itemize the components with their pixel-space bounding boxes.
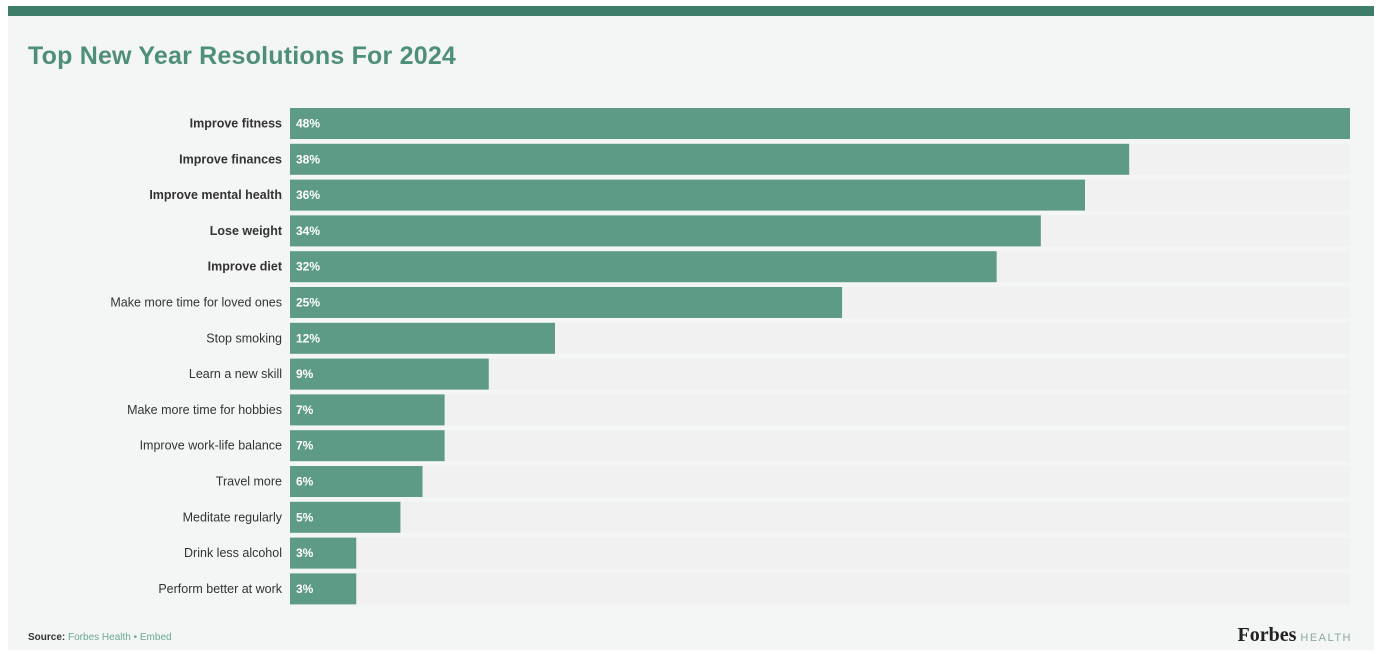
category-label: Drink less alcohol: [184, 546, 282, 560]
bar-track: [290, 394, 1350, 425]
data-label: 32%: [296, 260, 320, 274]
data-label: 3%: [296, 582, 314, 596]
bar: [290, 359, 489, 390]
category-label: Make more time for hobbies: [127, 403, 282, 417]
bar: [290, 215, 1041, 246]
bar: [290, 323, 555, 354]
bar-track: [290, 502, 1350, 533]
bar-track: [290, 573, 1350, 604]
category-label: Make more time for loved ones: [110, 296, 282, 310]
bar-track: [290, 430, 1350, 461]
category-label: Meditate regularly: [183, 510, 283, 524]
bar: [290, 180, 1085, 211]
data-label: 38%: [296, 152, 320, 166]
bar: [290, 251, 997, 282]
bar-track: [290, 466, 1350, 497]
source-label: Source:: [28, 632, 65, 643]
category-label: Improve finances: [179, 152, 282, 166]
data-label: 5%: [296, 510, 314, 524]
category-label: Improve diet: [208, 260, 283, 274]
data-label: 7%: [296, 403, 314, 417]
data-label: 7%: [296, 439, 314, 453]
category-label: Perform better at work: [158, 582, 282, 596]
bar: [290, 144, 1129, 175]
category-label: Lose weight: [210, 224, 283, 238]
brand-name: Forbes: [1238, 624, 1297, 646]
category-label: Improve fitness: [190, 117, 282, 131]
data-label: 6%: [296, 475, 314, 489]
data-label: 34%: [296, 224, 320, 238]
source-note: Source: Forbes Health • Embed: [28, 632, 172, 643]
data-label: 12%: [296, 331, 320, 345]
category-label: Learn a new skill: [189, 367, 282, 381]
source-link[interactable]: Forbes Health • Embed: [68, 632, 172, 643]
category-label: Improve work-life balance: [140, 439, 282, 453]
category-label: Stop smoking: [206, 331, 282, 345]
data-label: 25%: [296, 296, 320, 310]
brand-sub: HEALTH: [1300, 632, 1352, 644]
bar: [290, 108, 1350, 139]
category-label: Travel more: [216, 475, 282, 489]
bar: [290, 287, 842, 318]
category-label: Improve mental health: [149, 188, 282, 202]
forbes-health-logo: Forbes HEALTH: [1238, 624, 1352, 647]
data-label: 3%: [296, 546, 314, 560]
data-label: 48%: [296, 117, 320, 131]
bar-track: [290, 538, 1350, 569]
data-label: 36%: [296, 188, 320, 202]
data-label: 9%: [296, 367, 314, 381]
